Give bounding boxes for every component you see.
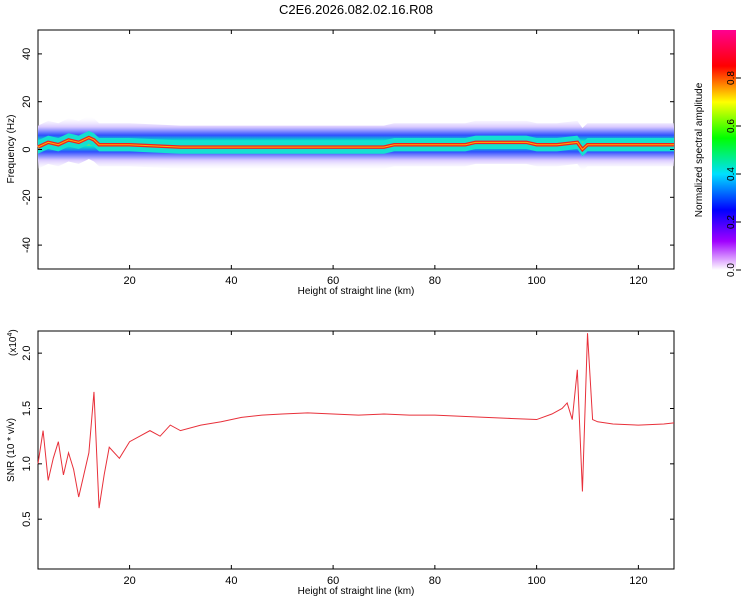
spectral-band-core [38, 130, 674, 157]
snr-multiplier-exp: 4 [7, 333, 14, 337]
spectrogram-y-ticks: 40 20 0 -20 -40 [21, 48, 674, 253]
snr-line [37, 333, 675, 509]
x-tick-label: 60 [327, 275, 339, 287]
y-tick-label: 1.5 [21, 401, 33, 416]
chart-title: C2E6.2026.082.02.16.R08 [279, 2, 433, 17]
snr-x-ticks: 20 40 60 80 100 120 [123, 331, 648, 587]
colorbar-label: Normalized spectral amplitude [694, 82, 705, 217]
spectrogram-panel: 20 40 60 80 100 120 40 20 0 -20 -40 Height of str… [6, 29, 675, 297]
y-tick-label: 0 [21, 146, 33, 152]
snr-multiplier-close: ) [8, 329, 19, 332]
snr-y-ticks: 0.5 1.0 1.5 2.0 [21, 345, 674, 527]
x-tick-label: 20 [123, 275, 135, 287]
x-tick-label: 60 [327, 575, 339, 587]
snr-series [37, 333, 675, 509]
y-tick-label: 0.5 [21, 512, 33, 527]
x-tick-label: 20 [123, 575, 135, 587]
y-tick-label: 40 [21, 48, 33, 60]
snr-frame [37, 330, 675, 570]
y-tick-label: 2.0 [21, 345, 33, 360]
snr-x-label: Height of straight line (km) [298, 586, 415, 597]
snr-panel: 20 40 60 80 100 120 0.5 1.0 1.5 2.0 Height of st… [6, 329, 675, 597]
spectrogram-x-ticks: 20 40 60 80 100 120 [123, 30, 648, 287]
snr-multiplier: (x104) [7, 329, 19, 356]
colorbar-tick-label: 0.4 [726, 167, 737, 181]
colorbar-tick-label: 0.0 [726, 263, 737, 277]
colorbar: 0.0 0.2 0.4 0.6 0.8 Normalized spectral ampl… [694, 30, 741, 277]
y-tick-label: -20 [21, 189, 33, 205]
x-tick-label: 100 [527, 575, 545, 587]
x-tick-label: 120 [629, 275, 647, 287]
spectral-band [37, 116, 674, 172]
svg-text:(x104): (x104) [7, 329, 19, 356]
peak-frequency-highlight [37, 136, 674, 151]
x-tick-label: 100 [527, 275, 545, 287]
spectrogram-y-label: Frequency (Hz) [6, 115, 17, 184]
x-tick-label: 40 [225, 575, 237, 587]
x-tick-label: 120 [629, 575, 647, 587]
snr-multiplier-base: (x10 [8, 336, 19, 356]
colorbar-tick-label: 0.2 [726, 215, 737, 229]
x-tick-label: 40 [225, 275, 237, 287]
y-tick-label: 20 [21, 96, 33, 108]
colorbar-tick-label: 0.6 [726, 119, 737, 133]
y-tick-label: -40 [21, 237, 33, 253]
x-tick-label: 80 [429, 575, 441, 587]
y-tick-label: 1.0 [21, 456, 33, 471]
snr-y-label: SNR (10 * v/v) [6, 418, 17, 482]
colorbar-tick-label: 0.8 [726, 71, 737, 85]
colorbar-ticks: 0.0 0.2 0.4 0.6 0.8 [726, 71, 741, 277]
colorbar-gradient [712, 30, 736, 270]
spectrogram-x-label: Height of straight line (km) [298, 286, 415, 297]
x-tick-label: 80 [429, 275, 441, 287]
